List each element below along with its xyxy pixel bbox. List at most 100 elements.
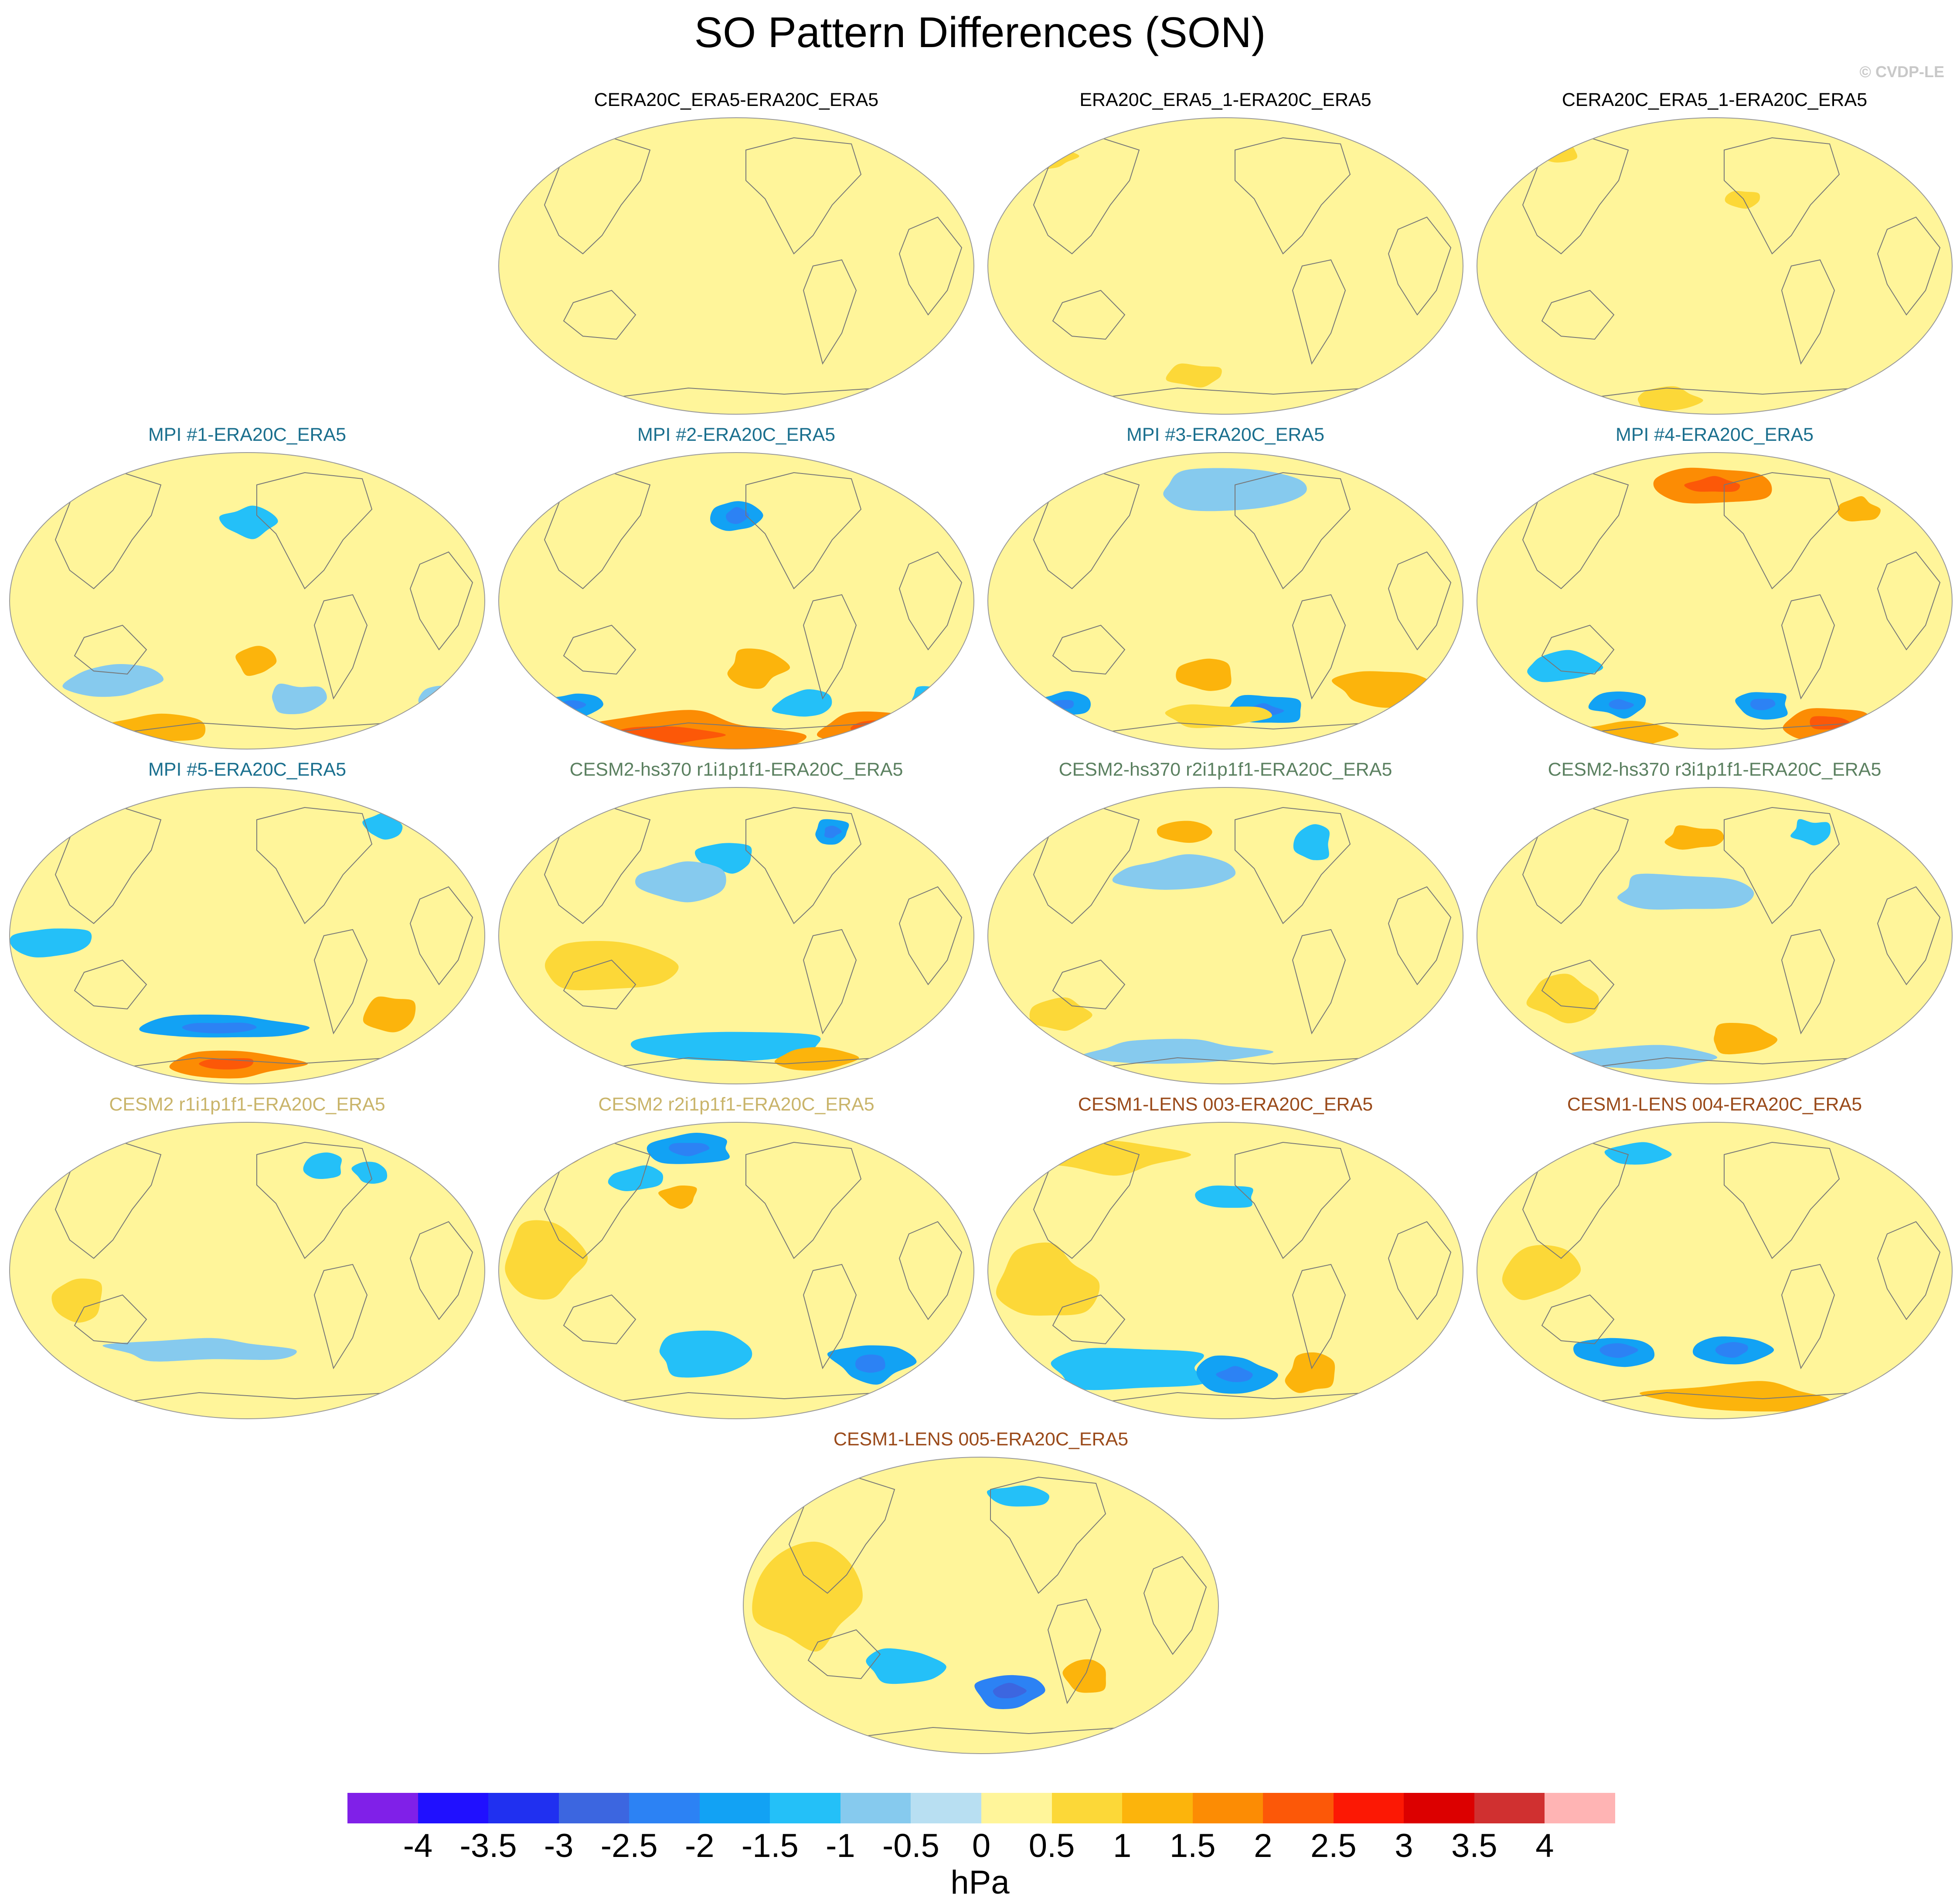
anomaly-region (35, 800, 83, 828)
coastline (1877, 216, 1941, 316)
anomaly-region (1102, 1638, 1190, 1712)
anomaly-region (752, 1541, 863, 1652)
coastline (1292, 259, 1346, 365)
anomaly-core (1715, 1342, 1748, 1358)
colorbar-tick: 2 (1254, 1827, 1273, 1864)
anomaly-region (1790, 819, 1831, 845)
panel-title: MPI #2-ERA20C_ERA5 (637, 424, 836, 445)
anomaly-region (157, 1152, 285, 1193)
anomaly-region (77, 873, 243, 954)
anomaly-region (362, 812, 403, 840)
map-outline (1477, 787, 1953, 1084)
anomaly-region (866, 1648, 946, 1684)
panel-title: MPI #4-ERA20C_ERA5 (1615, 424, 1814, 445)
anomaly-region (1081, 1039, 1274, 1064)
coastline (990, 1476, 1106, 1594)
anomaly-region (1307, 1157, 1427, 1222)
colorbar-tick: 4 (1535, 1827, 1554, 1864)
coastline (409, 551, 473, 651)
panel-title: CESM2-hs370 r1i1p1f1-ERA20C_ERA5 (569, 759, 903, 780)
panel-10: CESM2-hs370 r2i1p1f1-ERA20C_ERA5 (986, 759, 1465, 1090)
anomaly-region (333, 488, 449, 549)
map (987, 117, 1463, 415)
coastline (313, 594, 368, 700)
panel-11: CESM2-hs370 r3i1p1f1-ERA20C_ERA5 (1475, 759, 1954, 1090)
credit-watermark: © CVDP-LE (1859, 63, 1944, 81)
colorbar-tick: -3.5 (459, 1827, 517, 1864)
anomaly-region (102, 1338, 297, 1362)
anomaly-region (1293, 824, 1330, 860)
panel-7: MPI #4-ERA20C_ERA5 (1475, 424, 1954, 755)
map (498, 1122, 974, 1419)
anomaly-region (819, 154, 935, 216)
panel-title: ERA20C_ERA5_1-ERA20C_ERA5 (1079, 89, 1371, 110)
coastline (1052, 959, 1126, 1010)
coastline (54, 1141, 162, 1259)
map (9, 452, 485, 749)
coastline (1235, 1141, 1351, 1259)
coastline (1877, 551, 1941, 651)
coastline (1235, 472, 1351, 589)
colorbar-tick: 3.5 (1451, 1827, 1497, 1864)
anomaly-core (855, 1354, 885, 1373)
coastline (1292, 594, 1346, 700)
map (498, 452, 974, 749)
anomaly-region (1057, 1201, 1223, 1292)
anomaly-region (235, 646, 277, 676)
anomaly-region (854, 629, 958, 700)
anomaly-region (1166, 363, 1222, 388)
map (987, 452, 1463, 749)
anomaly-region (363, 996, 416, 1032)
coastline (1052, 624, 1126, 675)
colorbar-swatch (1333, 1793, 1404, 1823)
anomaly-core (182, 1022, 257, 1034)
colorbar-tick: -2 (684, 1827, 715, 1864)
map (1477, 452, 1953, 749)
anomaly-region (351, 1162, 388, 1184)
anomaly-core (1684, 476, 1740, 492)
coastline (1033, 807, 1140, 924)
anomaly-region (659, 1330, 752, 1378)
map-outline (498, 787, 974, 1084)
anomaly-region (729, 251, 867, 347)
map-outline (498, 1122, 974, 1419)
anomaly-region (1838, 496, 1881, 521)
anomaly-region (1559, 1045, 1718, 1070)
coastline (1781, 259, 1835, 365)
panel-12: CESM2 r1i1p1f1-ERA20C_ERA5 (7, 1094, 487, 1425)
anomaly-region (1165, 704, 1272, 728)
panel-2: ERA20C_ERA5_1-ERA20C_ERA5 (986, 89, 1465, 420)
anomaly-region (727, 648, 790, 689)
anomaly-region (1803, 159, 1911, 223)
anomaly-region (987, 1485, 1049, 1507)
coastline (1724, 807, 1840, 924)
coastline (1235, 807, 1351, 924)
coastline (1052, 1294, 1126, 1345)
coastline (898, 551, 963, 651)
colorbar-swatch (1263, 1793, 1334, 1823)
anomaly-region (718, 916, 863, 1024)
coastline (1033, 472, 1140, 589)
anomaly-region (584, 1210, 736, 1295)
anomaly-region (1058, 872, 1220, 961)
anomaly-region (544, 941, 679, 991)
anomaly-region (1157, 821, 1212, 843)
anomaly-region (819, 490, 946, 554)
anomaly-region (635, 861, 726, 903)
anomaly-region (821, 1159, 942, 1218)
anomaly-core (1609, 699, 1634, 710)
colorbar-swatch (347, 1793, 419, 1823)
panel-title: CESM2 r1i1p1f1-ERA20C_ERA5 (109, 1094, 385, 1115)
colorbar-swatch (488, 1793, 559, 1823)
coastline (745, 807, 862, 924)
colorbar-swatch (1404, 1793, 1475, 1823)
coastline (1724, 137, 1840, 255)
anomaly-region (1176, 658, 1232, 691)
anomaly-region (1065, 538, 1228, 614)
coastline (54, 807, 162, 924)
coastline (1388, 886, 1452, 985)
anomaly-region (31, 1134, 82, 1162)
coastline (1724, 1141, 1840, 1259)
coastline (74, 1294, 147, 1345)
coastline (1877, 886, 1941, 985)
